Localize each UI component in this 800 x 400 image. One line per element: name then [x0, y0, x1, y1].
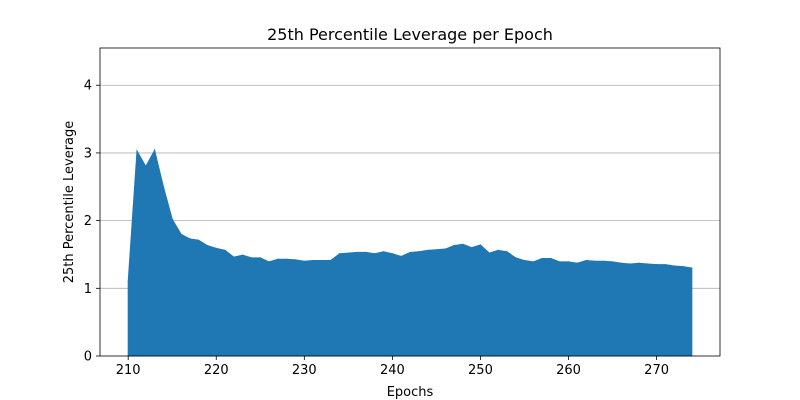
- data-point: [127, 280, 129, 283]
- data-point: [427, 249, 429, 251]
- chart-title: 25th Percentile Leverage per Epoch: [267, 25, 553, 44]
- data-point: [215, 247, 217, 249]
- area-layer: [127, 148, 693, 357]
- data-point: [189, 238, 191, 240]
- data-point: [532, 261, 534, 263]
- data-point: [611, 261, 614, 263]
- data-point: [365, 251, 367, 254]
- data-point: [162, 186, 165, 188]
- data-point: [655, 264, 658, 266]
- data-point: [506, 251, 508, 253]
- data-point: [541, 257, 543, 260]
- data-point: [312, 259, 314, 262]
- data-point: [479, 244, 482, 246]
- data-point: [374, 253, 376, 255]
- data-point: [294, 259, 297, 261]
- y-tick-label: 4: [84, 79, 92, 94]
- data-point: [136, 150, 138, 152]
- data-point: [435, 249, 438, 251]
- data-point: [523, 259, 526, 262]
- data-point: [550, 257, 552, 260]
- area-series: [127, 148, 693, 357]
- data-point: [594, 260, 596, 262]
- data-point: [559, 261, 561, 263]
- data-point: [691, 267, 693, 269]
- data-point: [382, 251, 385, 253]
- y-axis-label: 25th Percentile Leverage: [62, 121, 77, 284]
- data-point: [321, 259, 323, 262]
- data-point: [268, 261, 270, 263]
- x-tick-label: 260: [556, 363, 581, 378]
- data-point: [418, 251, 420, 253]
- data-point: [453, 245, 455, 247]
- data-point: [286, 258, 288, 260]
- data-point: [620, 262, 622, 264]
- data-point: [180, 233, 182, 235]
- data-point: [391, 253, 393, 255]
- data-point: [673, 265, 675, 267]
- data-point: [664, 264, 666, 266]
- data-point: [603, 260, 605, 262]
- x-tick-label: 210: [116, 363, 141, 378]
- data-point: [647, 263, 649, 265]
- plot-frame: [99, 47, 721, 357]
- data-point: [154, 149, 156, 151]
- y-tick-label: 1: [84, 282, 92, 297]
- data-point: [224, 249, 226, 251]
- x-tick-label: 240: [380, 363, 405, 378]
- data-point: [206, 245, 209, 247]
- data-point: [356, 251, 358, 254]
- tick-layer: 0 1 2 3 4 210 220 230 240 250 260 270: [84, 79, 669, 378]
- data-point: [515, 257, 517, 259]
- data-point: [585, 259, 587, 262]
- data-point: [488, 252, 490, 254]
- y-tick-label: 0: [84, 350, 92, 365]
- data-point: [629, 263, 631, 265]
- data-point: [198, 239, 200, 241]
- data-point: [444, 248, 446, 250]
- data-point: [638, 262, 640, 264]
- data-point: [303, 260, 305, 262]
- data-point: [409, 251, 411, 254]
- data-point: [277, 258, 279, 260]
- x-axis-label: Epochs: [387, 385, 434, 400]
- data-point: [682, 266, 684, 268]
- data-point: [567, 261, 570, 263]
- data-point: [576, 262, 578, 264]
- x-tick-label: 250: [468, 363, 493, 378]
- data-point: [250, 257, 253, 259]
- y-tick-label: 2: [84, 214, 92, 229]
- data-point: [400, 255, 402, 258]
- x-tick-label: 220: [204, 363, 229, 378]
- data-point: [145, 165, 147, 168]
- x-tick-label: 270: [644, 363, 669, 378]
- data-point: [171, 218, 173, 220]
- data-point: [233, 256, 235, 258]
- data-point: [471, 247, 473, 249]
- x-tick-label: 230: [292, 363, 317, 378]
- y-tick-label: 3: [84, 146, 92, 161]
- data-point: [259, 257, 261, 259]
- data-point: [338, 253, 341, 255]
- data-point: [330, 259, 332, 262]
- data-point: [462, 243, 464, 245]
- data-point: [242, 254, 244, 256]
- data-point: [347, 252, 349, 254]
- data-point: [497, 249, 499, 251]
